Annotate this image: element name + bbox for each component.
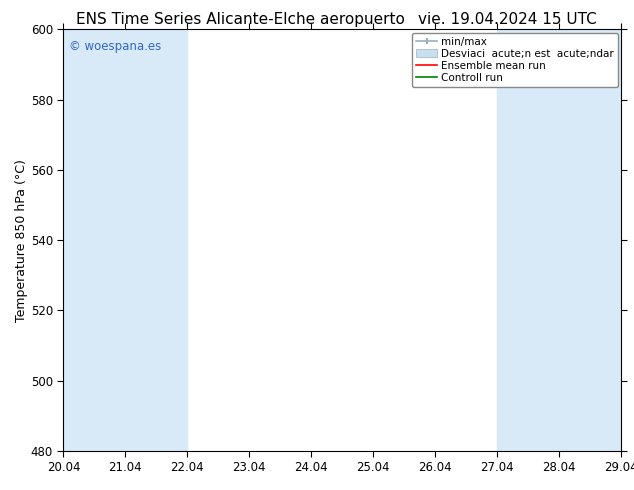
Text: ENS Time Series Alicante-Elche aeropuerto: ENS Time Series Alicante-Elche aeropuert… [77, 12, 405, 27]
Bar [497, 29, 559, 451]
Text: vie. 19.04.2024 15 UTC: vie. 19.04.2024 15 UTC [418, 12, 597, 27]
Text: © woespana.es: © woespana.es [69, 40, 161, 53]
Legend: min/max, Desviaci  acute;n est  acute;ndar, Ensemble mean run, Controll run: min/max, Desviaci acute;n est acute;ndar… [412, 32, 618, 87]
Bar [126, 29, 188, 451]
Bar [559, 29, 621, 451]
Y-axis label: Temperature 850 hPa (°C): Temperature 850 hPa (°C) [15, 159, 28, 321]
Bar [63, 29, 126, 451]
